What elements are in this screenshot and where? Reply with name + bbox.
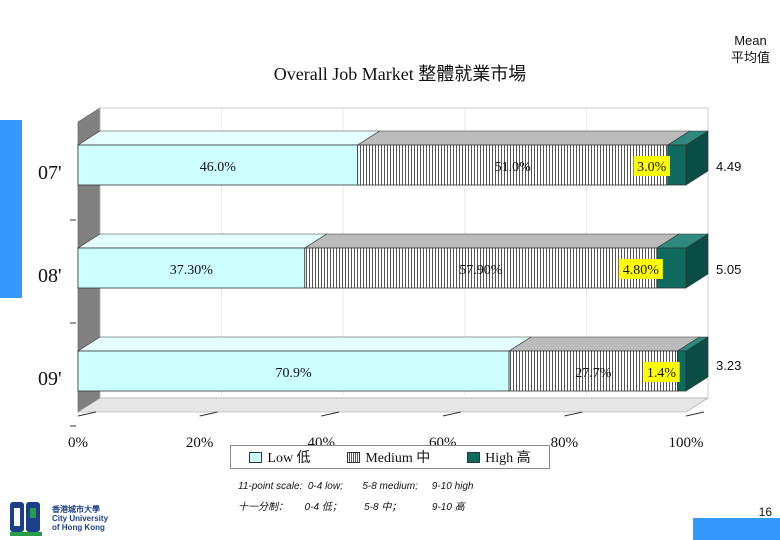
data-label-high: 1.4% xyxy=(647,366,677,381)
high-label-highlight xyxy=(643,362,680,382)
legend-swatch-low xyxy=(249,451,263,463)
mean-box xyxy=(712,259,752,279)
bar-segment-low xyxy=(77,247,306,289)
accent-bar-bottom xyxy=(693,518,780,540)
high-label-highlight xyxy=(633,156,670,176)
legend-swatch-medium xyxy=(347,451,361,463)
x-tick-mark xyxy=(77,411,97,417)
bar-segment-medium xyxy=(304,247,658,289)
mean-value: 4.49 xyxy=(716,159,741,174)
legend-label-medium: Medium 中 xyxy=(365,451,431,466)
bar-top-medium xyxy=(303,233,680,249)
bar-segment-high xyxy=(667,144,687,186)
logo-text-en-2: of Hong Kong xyxy=(52,523,105,532)
data-label-medium: 57.90% xyxy=(459,263,503,278)
x-tick-mark xyxy=(321,411,340,417)
scale-note-zh: 十一分制： 0-4 低； 5-8 中； 9-10 高 xyxy=(238,502,465,513)
bar-top-medium xyxy=(356,130,691,146)
x-tick-label: 100% xyxy=(669,435,704,451)
x-tick-mark xyxy=(442,411,461,417)
data-label-low: 37.30% xyxy=(170,263,214,278)
bar-top-medium xyxy=(508,336,701,352)
legend-item-low: Low 低 xyxy=(249,447,311,467)
data-label-low: 46.0% xyxy=(200,160,237,175)
high-label-highlight xyxy=(618,259,663,279)
data-label-medium: 27.7% xyxy=(575,366,612,381)
data-label-medium: 51.0% xyxy=(495,160,532,175)
mean-box xyxy=(712,355,752,375)
x-tick-mark xyxy=(564,411,583,417)
legend-label-low: Low 低 xyxy=(267,451,311,466)
bar-segment-low xyxy=(77,144,359,186)
bar-segment-low xyxy=(77,350,510,392)
logo-text-zh: 香港城市大學 xyxy=(52,505,100,514)
plot-floor xyxy=(76,397,710,413)
legend-swatch-high xyxy=(467,451,481,463)
category-label: 08' xyxy=(38,265,62,287)
accent-bar-left xyxy=(0,120,22,298)
chart-legend: Low 低 Medium 中 High 高 xyxy=(230,445,550,469)
bar-top-low xyxy=(76,336,533,352)
bar-top-low xyxy=(76,130,381,146)
cityu-logo-icon xyxy=(10,502,42,536)
data-label-low: 70.9% xyxy=(275,366,312,381)
x-tick-mark xyxy=(199,411,218,417)
x-tick-label: 20% xyxy=(186,435,214,451)
mean-value: 3.23 xyxy=(716,358,741,373)
mean-box xyxy=(712,156,752,176)
mean-value: 5.05 xyxy=(716,262,741,277)
mean-header-en: Mean xyxy=(734,33,767,48)
legend-label-high: High 高 xyxy=(485,451,531,466)
mean-header-zh: 平均值 xyxy=(730,50,770,65)
x-tick-mark xyxy=(685,411,705,417)
data-label-high: 3.0% xyxy=(637,160,667,175)
logo-text-en-1: City University xyxy=(52,514,109,523)
page-number: 16 xyxy=(758,505,772,519)
x-tick-label: 80% xyxy=(551,435,579,451)
category-label: 09' xyxy=(38,368,62,390)
legend-item-high: High 高 xyxy=(467,447,531,467)
logo-text: 香港城市大學 City University of Hong Kong xyxy=(52,505,108,532)
bar-segment-medium xyxy=(357,144,669,186)
x-tick-label: 0% xyxy=(68,435,88,451)
scale-note-en: 11-point scale: 0-4 low; 5-8 medium; 9-1… xyxy=(238,481,474,492)
category-label: 07' xyxy=(38,162,62,184)
legend-item-medium: Medium 中 xyxy=(347,447,430,467)
data-label-high: 4.80% xyxy=(623,263,660,278)
mean-header: Mean 平均值 xyxy=(731,32,770,66)
chart-title: Overall Job Market 整體就業市場 xyxy=(273,64,527,84)
bar-top-low xyxy=(76,233,328,249)
